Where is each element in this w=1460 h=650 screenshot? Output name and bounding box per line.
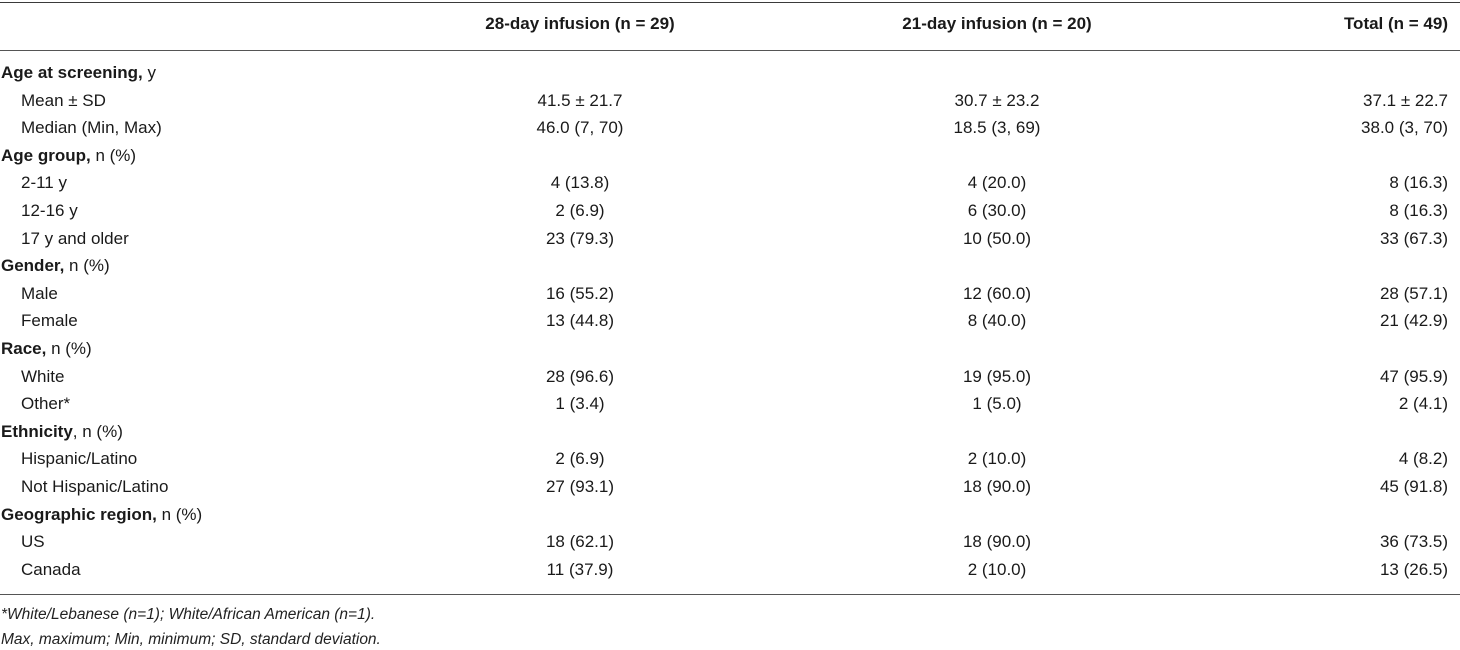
table-section-row: Gender, n (%) [0,256,1460,283]
cell-21-day: 18.5 (3, 69) [953,118,1041,138]
table-row: White 28 (96.6) 19 (95.0) 47 (95.9) [0,367,1460,394]
cell-total: 38.0 (3, 70) [1361,118,1448,138]
table-row: Other* 1 (3.4) 1 (5.0) 2 (4.1) [0,394,1460,421]
cell-21-day: 8 (40.0) [967,311,1027,331]
cell-21-day: 30.7 ± 23.2 [954,90,1040,110]
section-label: Race, n (%) [1,339,92,359]
section-label-bold: Ethnicity [1,421,73,441]
section-label-unit: y [142,63,156,82]
cell-21-day: 1 (5.0) [972,394,1022,414]
cell-total: 21 (42.9) [1379,311,1448,331]
cell-28-day: 13 (44.8) [545,311,615,331]
cell-21-day: 10 (50.0) [962,228,1032,248]
section-label-bold: Gender, [1,256,65,276]
cell-21-day: 2 (10.0) [967,559,1027,579]
cell-total: 47 (95.9) [1379,366,1448,386]
cell-28-day: 16 (55.2) [545,283,615,303]
row-label: Hispanic/Latino [21,449,138,469]
cell-total: 2 (4.1) [1398,394,1448,414]
cell-21-day: 12 (60.0) [962,283,1032,303]
row-label: 12-16 y [21,201,78,220]
cell-21-day: 4 (20.0) [967,173,1027,193]
cell-total: 4 (8.2) [1398,449,1448,469]
cell-total: 33 (67.3) [1379,228,1448,248]
table-header-row: 28-day infusion (n = 29) 21-day infusion… [0,14,1460,40]
section-label: Ethnicity, n (%) [1,422,123,442]
header-21-day: 21-day infusion (n = 20) [902,14,1092,33]
section-label: Age at screening, y [1,63,156,83]
section-label: Geographic region, n (%) [1,505,202,525]
table-row: Female 13 (44.8) 8 (40.0) 21 (42.9) [0,311,1460,338]
cell-21-day: 6 (30.0) [967,201,1027,220]
table-row: Male 16 (55.2) 12 (60.0) 28 (57.1) [0,284,1460,311]
section-label-unit: n (%) [90,145,137,165]
cell-21-day: 18 (90.0) [962,532,1032,552]
table-row: Median (Min, Max) 46.0 (7, 70) 18.5 (3, 69… [0,118,1460,145]
row-label: Mean ± SD [21,90,106,110]
cell-21-day: 19 (95.0) [962,366,1032,386]
header-28-day: 28-day infusion (n = 29) [485,14,675,33]
cell-28-day: 28 (96.6) [545,366,615,386]
section-label-unit: n (%) [156,504,203,524]
cell-28-day: 18 (62.1) [545,532,615,552]
cell-28-day: 23 (79.3) [545,228,615,248]
section-label: Age group, n (%) [1,146,136,166]
row-label: Canada [21,559,81,579]
section-label-unit: , n (%) [72,421,123,441]
cell-total: 45 (91.8) [1379,477,1448,496]
row-label: US [21,532,45,552]
section-label: Gender, n (%) [1,256,110,276]
cell-21-day: 2 (10.0) [967,449,1027,469]
cell-total: 36 (73.5) [1379,532,1448,552]
row-label: Median (Min, Max) [21,118,162,138]
cell-total: 28 (57.1) [1379,283,1448,303]
header-total: Total (n = 49) [1343,14,1448,33]
table-row: 12-16 y 2 (6.9) 6 (30.0) 8 (16.3) [0,201,1460,228]
cell-28-day: 4 (13.8) [550,173,610,193]
cell-total: 13 (26.5) [1379,559,1448,579]
table-row: US 18 (62.1) 18 (90.0) 36 (73.5) [0,532,1460,559]
table-row: 2-11 y 4 (13.8) 4 (20.0) 8 (16.3) [0,173,1460,200]
table-section-row: Race, n (%) [0,339,1460,366]
cell-28-day: 11 (37.9) [546,559,614,579]
cell-total: 8 (16.3) [1389,173,1448,193]
cell-28-day: 1 (3.4) [555,394,605,414]
section-label-bold: Age at screening, [1,63,143,82]
table-header-rule [0,50,1460,51]
table-row: Not Hispanic/Latino 27 (93.1) 18 (90.0) 45 … [0,477,1460,504]
section-label-bold: Age group, [1,145,91,165]
table-row: 17 y and older 23 (79.3) 10 (50.0) 33 (67.3… [0,229,1460,256]
table-row: Mean ± SD 41.5 ± 21.7 30.7 ± 23.2 37.1 ± 22… [0,91,1460,118]
section-label-bold: Geographic region, [1,504,157,524]
table-top-rule [0,2,1460,3]
footnote-abbreviations: Max, maximum; Min, minimum; SD, standard… [1,631,381,648]
table-section-row: Age group, n (%) [0,146,1460,173]
table-section-row: Age at screening, y [0,63,1460,90]
cell-total: 37.1 ± 22.7 [1363,90,1448,110]
row-label: 17 y and older [21,228,129,248]
footnote-race: *White/Lebanese (n=1); White/African Ame… [1,606,376,623]
table-section-row: Geographic region, n (%) [0,505,1460,532]
section-label-unit: n (%) [64,256,110,276]
cell-28-day: 27 (93.1) [545,477,615,496]
row-label: Other* [21,394,71,414]
section-label-bold: Race, [1,339,47,358]
cell-21-day: 18 (90.0) [962,477,1032,496]
cell-28-day: 41.5 ± 21.7 [537,90,623,110]
row-label: Not Hispanic/Latino [21,477,169,496]
table-section-row: Ethnicity, n (%) [0,422,1460,449]
cell-total: 8 (16.3) [1389,201,1448,220]
table-bottom-rule [0,594,1460,595]
section-label-unit: n (%) [46,339,92,358]
table-row: Hispanic/Latino 2 (6.9) 2 (10.0) 4 (8.2) [0,449,1460,476]
cell-28-day: 2 (6.9) [555,201,605,220]
row-label: Female [21,311,78,331]
row-label: Male [21,283,58,303]
row-label: White [21,366,65,386]
table-row: Canada 11 (37.9) 2 (10.0) 13 (26.5) [0,560,1460,587]
cell-28-day: 2 (6.9) [555,449,605,469]
cell-28-day: 46.0 (7, 70) [536,118,624,138]
row-label: 2-11 y [21,173,67,193]
